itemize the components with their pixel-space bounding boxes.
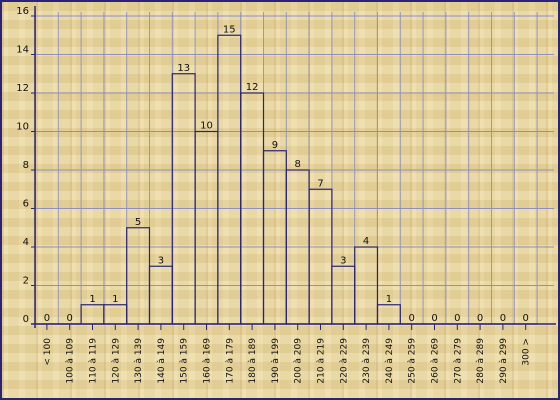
bar-8	[217, 34, 242, 325]
x-tick-label-3: 120 à 129	[111, 338, 121, 384]
y-tick-label-0: 0	[23, 314, 29, 325]
data-label-7: 10	[200, 121, 213, 132]
x-tick-label-4: 130 à 139	[134, 338, 144, 384]
x-tick-label-7: 160 à 169	[203, 338, 213, 384]
x-tick-label-1: 100 à 109	[66, 338, 76, 384]
y-tick-label-16: 16	[16, 6, 29, 17]
y-tick-labels: 0 2 4 6 8 10 12 14 16	[16, 6, 29, 325]
x-tick-label-19: 280 à 289	[476, 338, 486, 384]
bar-2	[80, 304, 105, 325]
bar-9	[240, 92, 265, 325]
x-tick-label-9: 180 à 189	[248, 338, 258, 384]
data-label-4: 5	[135, 217, 141, 228]
y-tick-label-8: 8	[23, 160, 29, 171]
data-label-13: 3	[340, 255, 346, 266]
x-tick-label-21: 300 >	[522, 338, 532, 366]
data-label-20: 0	[500, 313, 506, 324]
y-tick-label-12: 12	[16, 83, 29, 94]
data-label-12: 7	[317, 178, 323, 189]
data-label-1: 0	[67, 313, 73, 324]
x-tick-label-8: 170 à 179	[225, 338, 235, 384]
data-label-11: 8	[295, 159, 301, 170]
axes	[31, 6, 556, 330]
x-tick-label-2: 110 à 119	[89, 338, 99, 384]
data-label-0: 0	[44, 313, 50, 324]
x-tick-label-11: 200 à 209	[294, 338, 304, 384]
bar-6	[171, 73, 196, 325]
y-tick-label-4: 4	[23, 237, 29, 248]
bar-12	[308, 188, 333, 325]
x-tick-label-17: 260 à 269	[431, 338, 441, 384]
data-label-17: 0	[431, 313, 437, 324]
bar-3	[103, 304, 128, 325]
y-tick-label-10: 10	[16, 122, 29, 133]
data-label-21: 0	[523, 313, 529, 324]
x-tick-label-13: 220 à 229	[339, 338, 349, 384]
x-tick-label-5: 140 à 149	[157, 338, 167, 384]
x-tick-label-6: 150 à 159	[180, 338, 190, 384]
y-tick-label-2: 2	[23, 276, 29, 287]
data-label-2: 1	[89, 294, 95, 305]
x-tick-label-18: 270 à 279	[453, 338, 463, 384]
x-tick-label-16: 250 à 259	[408, 338, 418, 384]
data-label-8: 15	[223, 24, 236, 35]
data-label-9: 12	[246, 82, 259, 93]
y-tick-label-14: 14	[16, 45, 29, 56]
bar-15	[376, 304, 401, 325]
bar-7	[194, 130, 219, 325]
data-label-15: 1	[386, 294, 392, 305]
data-label-14: 4	[363, 236, 369, 247]
data-label-18: 0	[454, 313, 460, 324]
bar-14	[354, 246, 379, 325]
bar-5	[148, 265, 173, 325]
data-label-16: 0	[409, 313, 415, 324]
data-label-5: 3	[158, 255, 164, 266]
x-tick-label-10: 190 à 199	[271, 338, 281, 384]
x-tick-label-15: 240 à 249	[385, 338, 395, 384]
x-tick-label-0: < 100	[43, 338, 53, 366]
x-tick-label-14: 230 à 239	[362, 338, 372, 384]
data-label-6: 13	[177, 63, 190, 74]
x-tick-label-12: 210 à 219	[317, 338, 327, 384]
bar-11	[285, 169, 310, 325]
bar-4	[126, 227, 151, 325]
data-label-3: 1	[112, 294, 118, 305]
data-label-10: 9	[272, 140, 278, 151]
y-tick-label-6: 6	[23, 199, 29, 210]
data-label-19: 0	[477, 313, 483, 324]
bar-10	[262, 150, 287, 325]
bar-13	[331, 265, 356, 325]
x-tick-label-20: 290 à 299	[499, 338, 509, 384]
x-tick-labels: < 100 100 à 109 110 à 119 120 à 129 130 à 13…	[43, 338, 532, 384]
